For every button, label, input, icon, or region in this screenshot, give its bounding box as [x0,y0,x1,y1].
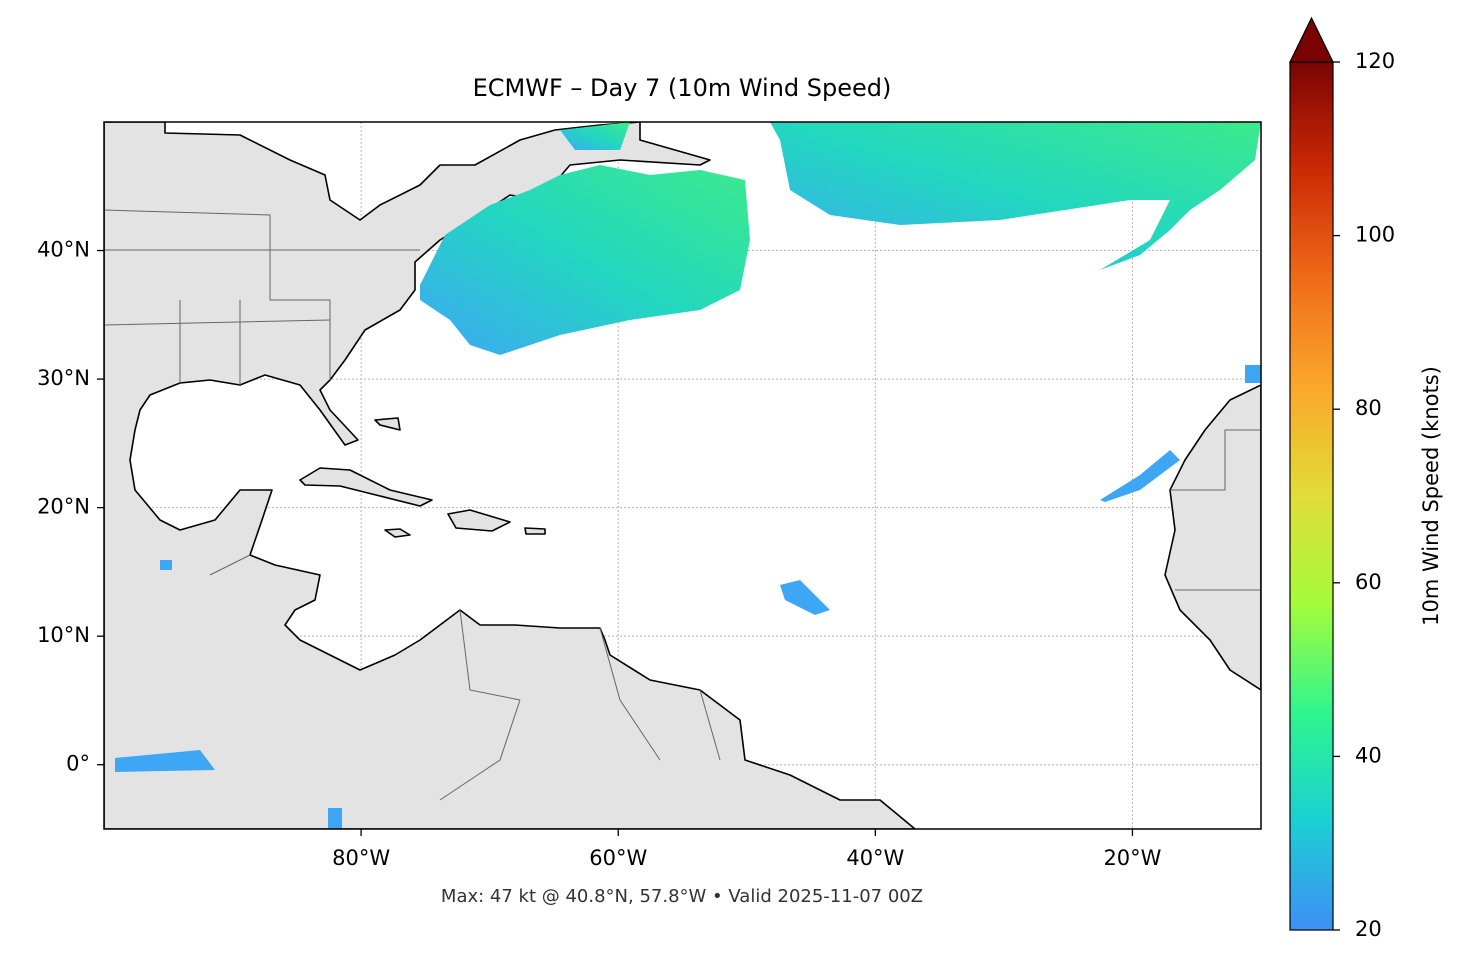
y-tick-label: 30°N [37,366,90,390]
wind-patch [328,808,342,828]
wind-patch [160,560,172,570]
colorbar-extend [1289,16,1334,63]
colorbar-tick-label: 60 [1355,570,1382,594]
map-title: ECMWF – Day 7 (10m Wind Speed) [473,74,892,102]
bahamas [374,417,401,431]
colorbar-tick-label: 100 [1355,223,1395,247]
us-states [104,209,331,380]
country-borders [104,249,1261,801]
map-area [104,122,1261,829]
wind-swath [770,122,1261,270]
colorbar: 20 40 60 80 100 120 [1289,16,1395,941]
colorbar-tick-label: 80 [1355,396,1382,420]
footer-note: Max: 47 kt @ 40.8°N, 57.8°W • Valid 2025… [441,886,923,907]
colorbar-tick-label: 20 [1355,917,1382,941]
jamaica [384,528,411,538]
colorbar-label: 10m Wind Speed (knots) [1419,366,1443,626]
wind-patch [780,580,830,615]
y-tick-label: 10°N [37,623,90,647]
hispaniola [447,509,511,532]
x-tick-label: 60°W [589,846,647,870]
x-tick-label: 80°W [332,846,390,870]
y-tick-label: 40°N [37,238,90,262]
y-tick-label: 0° [66,752,90,776]
map-frame [103,121,1262,830]
wind-swath [420,165,750,355]
x-tick-label: 40°W [846,846,904,870]
colorbar-scale [1289,61,1334,931]
wind-patch [1100,450,1180,502]
wind-patch [1245,365,1261,383]
north-america [104,122,916,829]
wind-swath [560,122,630,150]
colorbar-tick-label: 40 [1355,743,1382,767]
africa [1164,384,1261,691]
cuba [299,467,433,507]
puerto-rico [524,527,546,535]
wind-patch [115,750,215,772]
colorbar-tick-label: 120 [1355,49,1395,73]
y-tick-label: 20°N [37,495,90,519]
x-tick-label: 20°W [1103,846,1161,870]
